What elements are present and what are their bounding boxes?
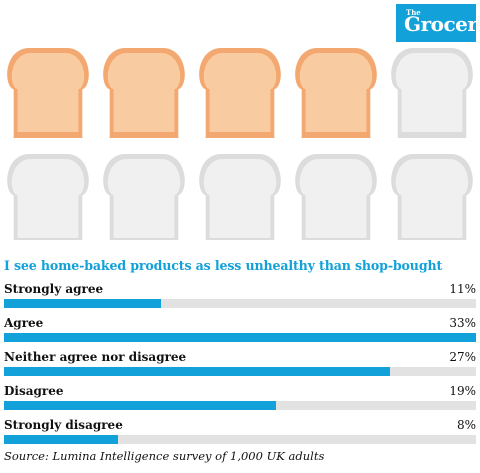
source-note: Source: Lumina Intelligence survey of 1,… [4, 449, 325, 463]
logo-the: The [406, 8, 421, 17]
bar-category-label: Neither agree nor disagree [4, 350, 187, 364]
bread-slice-empty [295, 154, 377, 240]
bar-category-label: Disagree [4, 384, 64, 398]
bread-slice-filled [199, 48, 281, 138]
bar [4, 401, 276, 410]
bar-category-label: Agree [4, 316, 44, 330]
the-grocer-logo: The Grocer [396, 4, 478, 42]
bar-value-label: 19% [449, 384, 476, 398]
bread-slice-empty [7, 154, 89, 240]
bar-value-label: 11% [449, 282, 476, 296]
bread-slice-filled [295, 48, 377, 138]
bar-track [4, 401, 476, 410]
bar [4, 333, 476, 342]
bar-value-label: 27% [449, 350, 476, 364]
bar-track [4, 333, 476, 342]
bread-slice-empty [391, 154, 473, 240]
bar [4, 435, 119, 444]
bar-category-label: Strongly disagree [4, 418, 123, 432]
bar [4, 299, 162, 308]
bar-category-label: Strongly agree [4, 282, 104, 296]
bar-row: Neither agree nor disagree 27% [0, 350, 480, 384]
bar-row: Strongly disagree 8% [0, 418, 480, 452]
bar [4, 367, 391, 376]
bar-row: Agree 33% [0, 316, 480, 350]
bread-pictogram [7, 48, 473, 240]
bar-track [4, 367, 476, 376]
bread-slice-empty [199, 154, 281, 240]
logo-name: Grocer [404, 12, 478, 36]
bread-slice-empty [103, 154, 185, 240]
bar-value-label: 33% [449, 316, 476, 330]
bar-value-label: 8% [456, 418, 476, 432]
bar-track [4, 435, 476, 444]
bread-slice-filled [7, 48, 89, 138]
bar-track [4, 299, 476, 308]
bread-slice-filled [103, 48, 185, 138]
bar-row: Disagree 19% [0, 384, 480, 418]
bread-slice-empty [391, 48, 473, 138]
bar-row: Strongly agree 11% [0, 282, 480, 316]
chart-title: I see home-baked products as less unheal… [4, 258, 443, 273]
